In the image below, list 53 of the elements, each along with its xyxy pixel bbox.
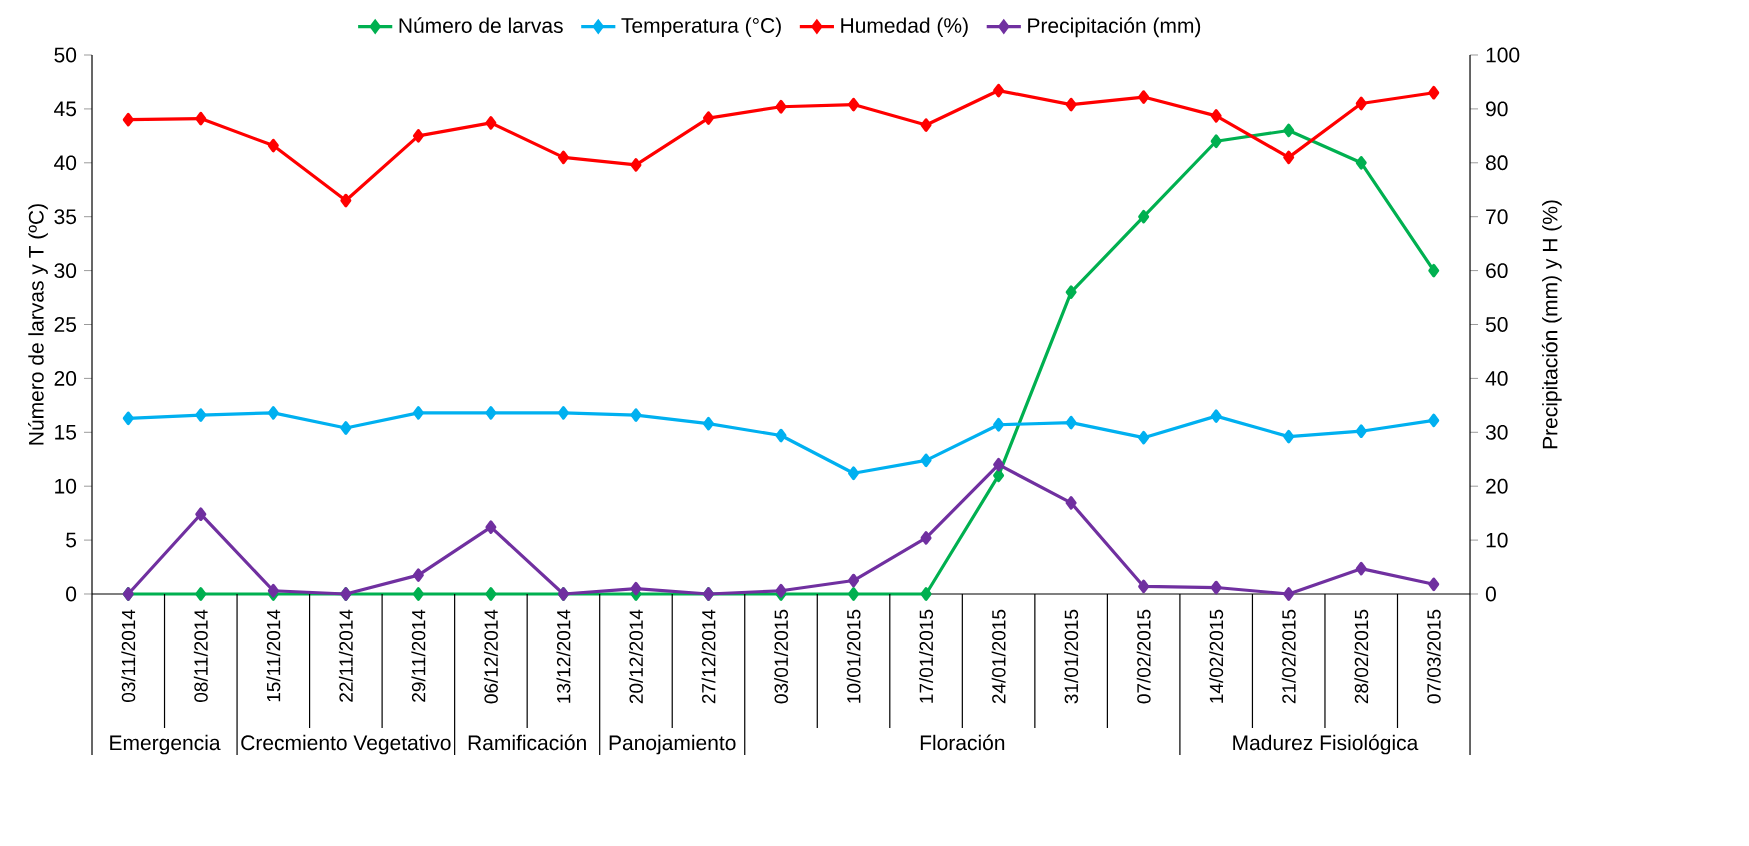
y-axis-title: Número de larvas y T (ºC) [28, 204, 48, 445]
y-tick-label: 0 [66, 586, 77, 602]
y2-tick-label: 30 [1485, 424, 1508, 440]
legend-label: Número de larvas [399, 17, 563, 34]
y2-tick-label: 90 [1486, 101, 1508, 117]
x-tick-label: 22/11/2014 [338, 609, 353, 702]
y-tick-label: 40 [54, 155, 77, 171]
x-tick-label: 10/01/2015 [846, 609, 861, 703]
x-tick-label: 07/03/2015 [1426, 609, 1441, 704]
y2-tick-label: 40 [1485, 370, 1508, 386]
y2-tick-label: 0 [1485, 586, 1496, 602]
text: Floración [920, 734, 1005, 751]
x-tick-label: 29/11/2014 [411, 609, 426, 702]
y2-tick-label: 80 [1486, 155, 1508, 171]
x-tick-label: 28/02/2015 [1354, 609, 1369, 704]
y2-tick-label: 60 [1486, 263, 1508, 279]
x-tick-label: 06/12/2014 [483, 609, 498, 704]
text: Madurez Fisiológica [1233, 734, 1419, 755]
legend-label: Temperatura (°C) [621, 17, 781, 38]
x-tick-label: 24/01/2015 [991, 609, 1006, 704]
text: Panojamiento [609, 734, 736, 755]
y2-axis-title: Precipitación (mm) y H (%) [1541, 200, 1562, 449]
y-tick-label: 45 [54, 101, 77, 117]
x-tick-label: 20/12/2014 [628, 609, 643, 704]
y2-tick-label: 70 [1486, 209, 1508, 225]
x-tick-label: 27/12/2014 [701, 609, 716, 704]
y2-tick-label: 100 [1486, 47, 1520, 63]
y-tick-label: 20 [54, 370, 77, 386]
x-tick-label: 21/02/2015 [1281, 609, 1296, 704]
y-tick-label: 50 [54, 47, 77, 63]
text: Emergencia [110, 734, 221, 755]
x-tick-label: 15/11/2014 [266, 609, 281, 702]
y2-tick-label: 50 [1485, 317, 1508, 332]
x-tick-label: 07/02/2015 [1136, 609, 1151, 704]
x-tick-label: 03/11/2014 [121, 609, 136, 702]
x-tick-label: 17/01/2015 [919, 609, 934, 703]
legend-label: Humedad (%) [841, 17, 968, 38]
y-tick-label: 25 [54, 317, 77, 332]
y-tick-label: 30 [54, 263, 77, 279]
y2-tick-label: 10 [1486, 532, 1508, 548]
y-tick-label: 5 [66, 532, 77, 548]
y-tick-label: 15 [55, 424, 77, 440]
text: Ramificación [468, 734, 586, 751]
y-tick-label: 35 [54, 209, 77, 225]
text: Crecmiento Vegetativo [241, 734, 451, 755]
x-tick-label: 03/01/2015 [774, 609, 788, 704]
legend-label: Precipitación (mm) [1028, 17, 1201, 38]
y2-tick-label: 20 [1486, 478, 1508, 494]
x-tick-label: 08/11/2014 [193, 609, 208, 702]
x-tick-label: 31/01/2015 [1064, 609, 1079, 704]
x-tick-label: 14/02/2015 [1209, 609, 1224, 703]
y-tick-label: 10 [55, 478, 77, 494]
x-tick-label: 13/12/2014 [556, 609, 571, 703]
